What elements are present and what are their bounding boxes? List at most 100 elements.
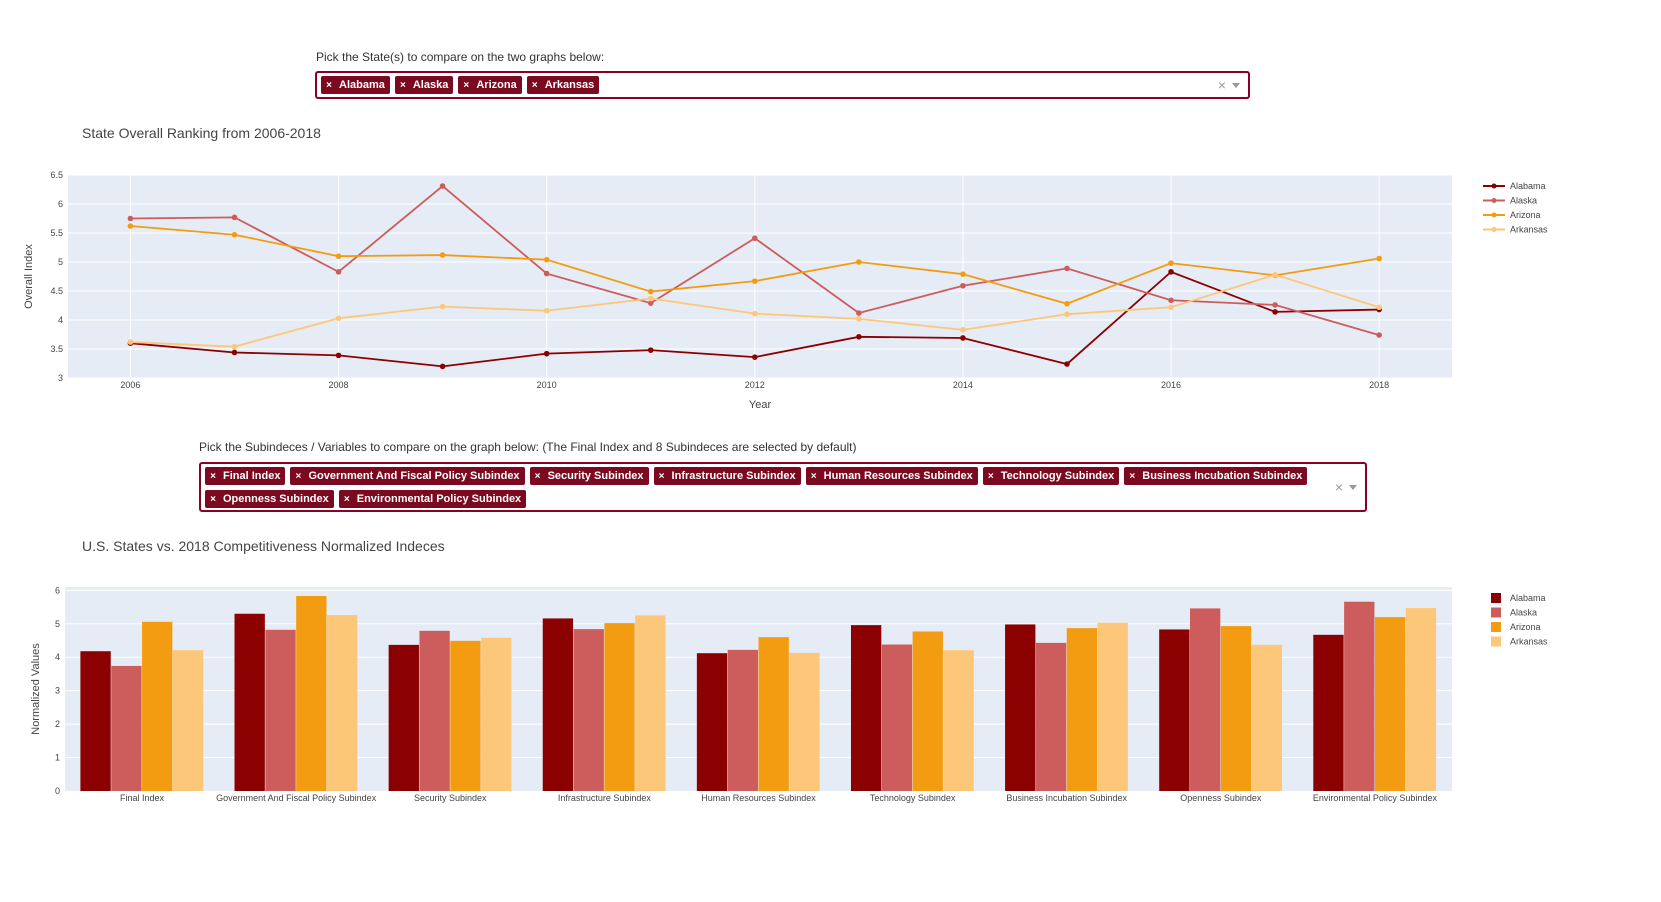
state-picker-dropdown[interactable]: × Alabama × Alaska × Arizona × Arkansas × [315, 71, 1250, 99]
bar-alabama[interactable] [1313, 634, 1344, 791]
data-point-arizona[interactable] [1376, 255, 1382, 262]
remove-chip-icon[interactable]: × [658, 470, 665, 482]
data-point-arizona[interactable] [543, 256, 550, 263]
data-point-alaska[interactable] [856, 310, 862, 316]
bar-alabama[interactable] [80, 651, 111, 791]
remove-chip-icon[interactable]: × [326, 79, 332, 91]
bar-arkansas[interactable] [1251, 644, 1282, 791]
data-point-alaska[interactable] [1376, 332, 1382, 338]
bar-arkansas[interactable] [326, 615, 358, 791]
bar-arizona[interactable] [296, 596, 327, 791]
bar-alabama[interactable] [388, 644, 419, 791]
data-point-alaska[interactable] [1272, 302, 1278, 308]
data-point-arizona[interactable] [960, 271, 966, 277]
bar-alabama[interactable] [1005, 624, 1036, 791]
bar-alaska[interactable] [111, 665, 142, 791]
data-point-arizona[interactable] [647, 288, 654, 295]
data-point-alaska[interactable] [1064, 265, 1070, 272]
remove-chip-icon[interactable]: × [534, 470, 541, 482]
remove-chip-icon[interactable]: × [1129, 470, 1136, 482]
clear-icon[interactable]: × [1217, 77, 1226, 93]
data-point-alaska[interactable] [439, 183, 446, 189]
legend-swatch-arizona[interactable] [1491, 622, 1501, 632]
bar-alabama[interactable] [542, 618, 574, 791]
bar-arizona[interactable] [142, 621, 173, 791]
bar-alaska[interactable] [1344, 601, 1375, 791]
remove-chip-icon[interactable]: × [810, 470, 817, 482]
data-point-arizona[interactable] [127, 223, 134, 229]
bar-alabama[interactable] [850, 625, 882, 791]
bar-alaska[interactable] [265, 629, 296, 791]
data-point-alabama[interactable] [231, 349, 238, 356]
remove-chip-icon[interactable]: × [531, 79, 538, 91]
legend-swatch-alaska[interactable] [1491, 607, 1501, 618]
data-point-alabama[interactable] [543, 350, 550, 357]
data-point-alabama[interactable] [1168, 269, 1174, 275]
data-point-arkansas[interactable] [960, 327, 966, 333]
data-point-alabama[interactable] [1272, 309, 1278, 315]
chevron-down-icon[interactable] [1349, 484, 1357, 490]
bar-alaska[interactable] [573, 629, 604, 791]
remove-chip-icon[interactable]: × [343, 493, 350, 505]
bar-alaska[interactable] [1035, 642, 1067, 791]
data-point-alabama[interactable] [439, 363, 446, 370]
bar-arkansas[interactable] [1097, 622, 1128, 791]
bar-alabama[interactable] [1159, 629, 1190, 791]
bar-arizona[interactable] [450, 640, 481, 791]
data-point-arkansas[interactable] [231, 343, 238, 350]
data-point-arkansas[interactable] [751, 310, 758, 317]
data-point-arizona[interactable] [335, 253, 342, 259]
data-point-alaska[interactable] [647, 300, 654, 306]
data-point-arizona[interactable] [439, 252, 446, 258]
bar-arkansas[interactable] [943, 650, 974, 791]
remove-chip-icon[interactable]: × [987, 470, 994, 482]
bar-arkansas[interactable] [635, 615, 666, 791]
data-point-alaska[interactable] [335, 269, 342, 275]
data-point-alabama[interactable] [335, 352, 342, 359]
data-point-arkansas[interactable] [1064, 311, 1070, 318]
subindex-picker-dropdown[interactable]: × Final Index × Government And Fiscal Polic… [199, 462, 1367, 512]
legend-label-alabama[interactable]: Alabama [1510, 181, 1546, 191]
bar-arizona[interactable] [1374, 617, 1406, 791]
bar-alaska[interactable] [1190, 608, 1221, 791]
data-point-alaska[interactable] [543, 270, 550, 277]
data-point-arizona[interactable] [1168, 260, 1174, 266]
data-point-arkansas[interactable] [647, 295, 654, 302]
data-point-alabama[interactable] [1064, 361, 1070, 367]
data-point-arkansas[interactable] [543, 307, 550, 314]
bar-alaska[interactable] [727, 649, 758, 791]
bar-arkansas[interactable] [789, 652, 820, 791]
legend-swatch-alabama[interactable] [1491, 593, 1501, 603]
legend-swatch-arkansas[interactable] [1491, 636, 1501, 647]
data-point-arkansas[interactable] [127, 339, 134, 345]
legend-label-arkansas[interactable]: Arkansas [1510, 225, 1548, 235]
bar-arkansas[interactable] [1405, 608, 1437, 791]
remove-chip-icon[interactable]: × [399, 79, 406, 91]
remove-chip-icon[interactable]: × [210, 470, 216, 482]
bar-alaska[interactable] [881, 644, 913, 791]
legend-label-alabama[interactable]: Alabama [1510, 593, 1546, 603]
data-point-alabama[interactable] [960, 335, 966, 341]
bar-alaska[interactable] [419, 630, 450, 791]
legend-label-alaska[interactable]: Alaska [1510, 608, 1537, 618]
bar-arizona[interactable] [912, 631, 943, 791]
remove-chip-icon[interactable]: × [463, 79, 470, 91]
bar-arizona[interactable] [604, 623, 635, 791]
data-point-arkansas[interactable] [335, 315, 342, 322]
bar-alabama[interactable] [696, 653, 728, 791]
legend-label-arkansas[interactable]: Arkansas [1510, 637, 1548, 647]
clear-icon[interactable]: × [1334, 479, 1343, 495]
data-point-alaska[interactable] [127, 215, 134, 222]
data-point-alabama[interactable] [856, 334, 862, 340]
bar-arizona[interactable] [758, 637, 789, 791]
data-point-alaska[interactable] [231, 214, 238, 221]
data-point-arkansas[interactable] [856, 316, 862, 322]
legend-label-arizona[interactable]: Arizona [1510, 622, 1541, 632]
bar-arizona[interactable] [1220, 626, 1252, 791]
data-point-arkansas[interactable] [1272, 271, 1278, 278]
data-point-alabama[interactable] [751, 354, 758, 360]
bar-arkansas[interactable] [172, 650, 204, 791]
data-point-arkansas[interactable] [1376, 304, 1382, 311]
data-point-arizona[interactable] [1064, 300, 1070, 307]
data-point-alaska[interactable] [960, 282, 966, 289]
